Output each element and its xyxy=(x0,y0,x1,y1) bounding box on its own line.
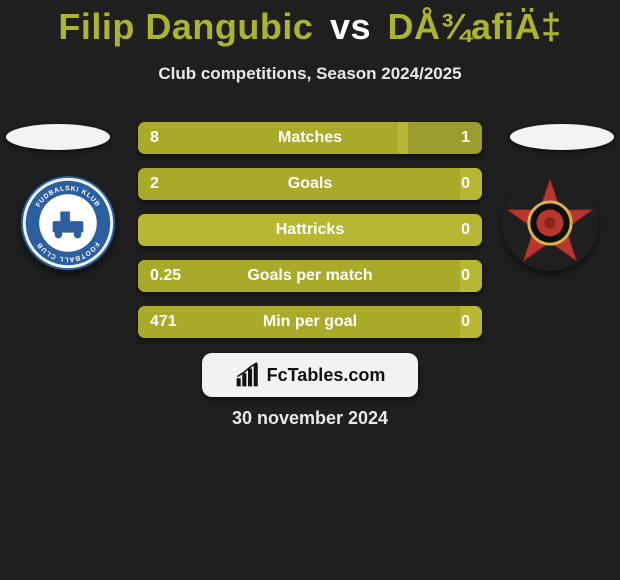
stat-left-value: 2 xyxy=(138,168,472,200)
stat-label xyxy=(138,214,482,246)
stat-right-value: 1 xyxy=(408,122,482,154)
subtitle: Club competitions, Season 2024/2025 xyxy=(0,64,620,84)
stat-left-value: 471 xyxy=(138,306,472,338)
marker-ellipse-left xyxy=(6,124,110,150)
stat-track: 0.250Goals per match xyxy=(138,260,482,292)
title: Filip Dangubic vs DÅ¾afiÄ‡ xyxy=(0,0,620,48)
stat-left-value: 8 xyxy=(138,122,410,154)
stat-right-value: 0 xyxy=(448,214,482,246)
stat-row: 4710Min per goal xyxy=(0,304,620,350)
stat-track: 4710Min per goal xyxy=(138,306,482,338)
club-crest-left-svg: FUDBALSKI KLUB FOOTBALL CLUB xyxy=(20,175,116,271)
player1-name: Filip Dangubic xyxy=(58,6,313,47)
vs-label: vs xyxy=(330,6,371,47)
club-crest-right xyxy=(502,175,598,271)
club-crest-right-svg xyxy=(502,175,598,271)
bars-icon xyxy=(235,362,261,388)
stat-track: 81Matches xyxy=(138,122,482,154)
club-crest-left: FUDBALSKI KLUB FOOTBALL CLUB xyxy=(20,175,116,271)
stat-track: 00Hattricks xyxy=(138,214,482,246)
stat-right-value: 0 xyxy=(448,168,482,200)
stat-right-value: 0 xyxy=(448,306,482,338)
fctables-text: FcTables.com xyxy=(267,365,386,386)
player2-name: DÅ¾afiÄ‡ xyxy=(388,6,562,47)
stat-right-value: 0 xyxy=(448,260,482,292)
stat-track: 20Goals xyxy=(138,168,482,200)
stats-comparison-card: Filip Dangubic vs DÅ¾afiÄ‡ Club competit… xyxy=(0,0,620,580)
stat-left-value: 0.25 xyxy=(138,260,472,292)
fctables-logo: FcTables.com xyxy=(202,353,418,397)
date: 30 november 2024 xyxy=(0,408,620,429)
marker-ellipse-right xyxy=(510,124,614,150)
